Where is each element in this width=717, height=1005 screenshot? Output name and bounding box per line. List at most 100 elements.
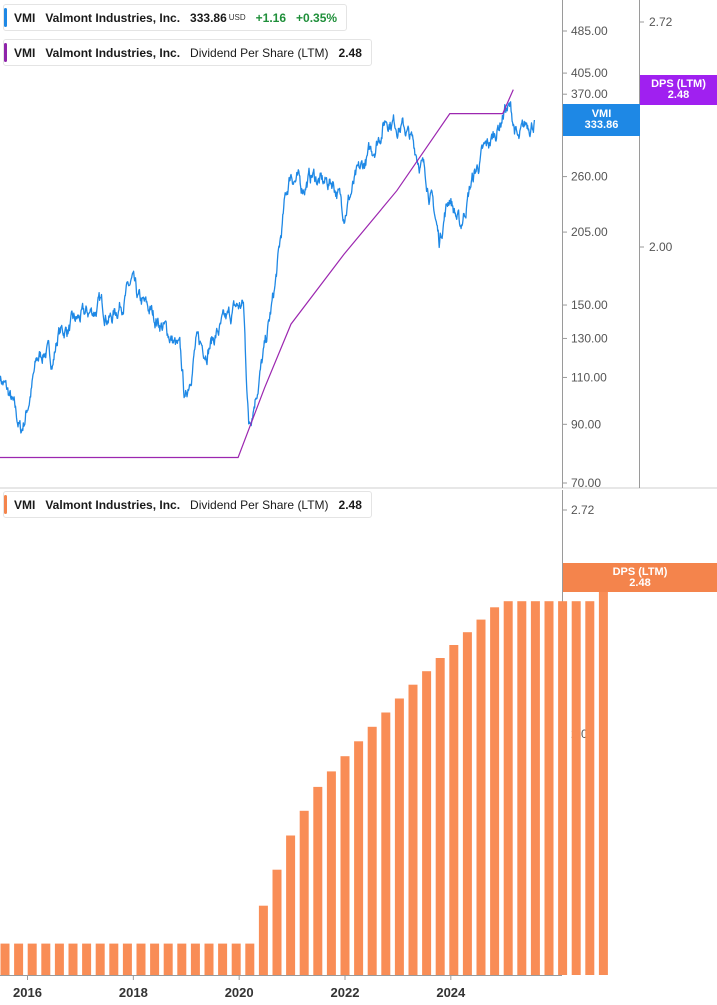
dps-axis-label: 2.72	[649, 15, 673, 29]
dps-bar	[544, 601, 554, 975]
dps-bar	[190, 943, 200, 975]
dps-bar	[326, 771, 336, 975]
dps-tag-value: 2.48	[629, 576, 651, 589]
dps-bar	[258, 905, 268, 975]
time-axis-label: 2018	[119, 985, 148, 1000]
dps-bar	[0, 943, 10, 975]
legend-color-bar	[4, 495, 7, 514]
price-axis-label: 70.00	[571, 476, 601, 490]
price-axis-label: 370.00	[571, 87, 608, 101]
dps-bar	[245, 943, 255, 975]
dps-bar	[530, 601, 540, 975]
dps-tag-value: 2.48	[667, 89, 690, 101]
time-axis-label: 2022	[331, 985, 360, 1000]
dps-bar	[354, 741, 364, 975]
dps-bar	[476, 619, 486, 975]
legend-price[interactable]: VMI Valmont Industries, Inc. 333.86 USD …	[3, 4, 348, 31]
dps-bar	[408, 684, 418, 975]
dps-bar	[299, 810, 309, 975]
dps-tag-label: DPS (LTM)	[651, 78, 706, 90]
price-axis-label: 130.00	[571, 331, 608, 345]
dps-bar	[204, 943, 214, 975]
price-tag-label: VMI	[591, 108, 612, 120]
dps-bar	[598, 577, 608, 975]
legend-ticker: VMI	[14, 497, 36, 512]
legend-dps-top[interactable]: VMI Valmont Industries, Inc. Dividend Pe…	[3, 39, 372, 66]
legend-company: Valmont Industries, Inc.	[45, 45, 181, 60]
dps-bar	[449, 645, 459, 975]
dps-bar	[571, 601, 581, 975]
time-axis-label: 2020	[225, 985, 254, 1000]
legend-dps-bottom[interactable]: VMI Valmont Industries, Inc. Dividend Pe…	[3, 491, 372, 518]
dps-bar	[313, 786, 323, 975]
dps-bar	[95, 943, 105, 975]
dps-bar	[435, 658, 445, 975]
dps-bar	[517, 601, 527, 975]
price-axis-label: 405.00	[571, 66, 608, 80]
price-axis-label: 90.00	[571, 417, 601, 431]
price-axis-label: 205.00	[571, 225, 608, 239]
time-axis: 2016 2018 2020 2022 2024	[13, 975, 466, 1000]
dps-axis-label: 2.00	[649, 240, 673, 254]
dps-axis: 2.72 2.00	[639, 15, 673, 254]
legend-color-bar	[4, 8, 7, 27]
dps-bar	[54, 943, 64, 975]
price-and-dps-lines	[0, 89, 536, 459]
legend-metric: Dividend Per Share (LTM)	[190, 497, 329, 512]
dps-bar	[462, 632, 472, 975]
dps-bar	[41, 943, 51, 975]
dps-bar	[136, 943, 146, 975]
legend-value: 2.48	[338, 497, 362, 512]
dps-bar	[272, 869, 282, 975]
price-tag: VMI 333.86	[563, 104, 640, 136]
price-axis: 485.00405.00370.00318.00260.00205.00150.…	[562, 24, 608, 490]
dps-bar	[503, 601, 513, 975]
legend-price-value: 333.86	[190, 10, 227, 25]
legend-company: Valmont Industries, Inc.	[45, 497, 181, 512]
legend-color-bar	[4, 43, 7, 62]
dps-bar	[231, 943, 241, 975]
legend-value: 2.48	[338, 45, 362, 60]
dps-bar	[14, 943, 24, 975]
dps-bar	[122, 943, 132, 975]
legend-change-pct: +0.35%	[296, 10, 338, 25]
dps-bar	[109, 943, 119, 975]
dps-bars	[0, 577, 608, 975]
dps-bar	[68, 943, 78, 975]
dps-bar	[163, 943, 173, 975]
bar-axis-label: 2.72	[571, 503, 595, 517]
legend-company: Valmont Industries, Inc.	[45, 10, 181, 25]
legend-metric: Dividend Per Share (LTM)	[190, 45, 329, 60]
dps-bar	[490, 607, 500, 975]
price-series-line	[0, 101, 536, 434]
dps-bar	[585, 601, 595, 975]
dps-tag-bottom: DPS (LTM) 2.48	[563, 563, 717, 592]
dps-bar	[381, 712, 391, 975]
dps-bar	[177, 943, 187, 975]
price-axis-label: 150.00	[571, 298, 608, 312]
dps-bar	[150, 943, 160, 975]
dps-bar	[367, 726, 377, 975]
dps-bar	[394, 698, 404, 975]
dps-tag-top: DPS (LTM) 2.48	[640, 75, 717, 105]
dps-bar	[27, 943, 37, 975]
price-axis-label: 110.00	[571, 370, 607, 384]
legend-change: +1.16	[255, 10, 287, 25]
legend-currency: USD	[228, 13, 246, 22]
price-axis-label: 485.00	[571, 24, 608, 38]
dps-bar	[558, 601, 568, 975]
price-tag-value: 333.86	[584, 119, 619, 131]
dps-bar	[340, 756, 350, 975]
dps-bar	[422, 671, 432, 975]
legend-ticker: VMI	[14, 10, 36, 25]
price-axis-label: 260.00	[571, 170, 608, 184]
dps-bar	[82, 943, 92, 975]
legend-ticker: VMI	[14, 45, 36, 60]
dps-bar	[286, 835, 296, 975]
dps-bar	[218, 943, 228, 975]
dps-series-line	[0, 89, 514, 459]
time-axis-label: 2024	[436, 985, 466, 1000]
time-axis-label: 2016	[13, 985, 42, 1000]
dps-tag-label: DPS (LTM)	[612, 565, 668, 578]
